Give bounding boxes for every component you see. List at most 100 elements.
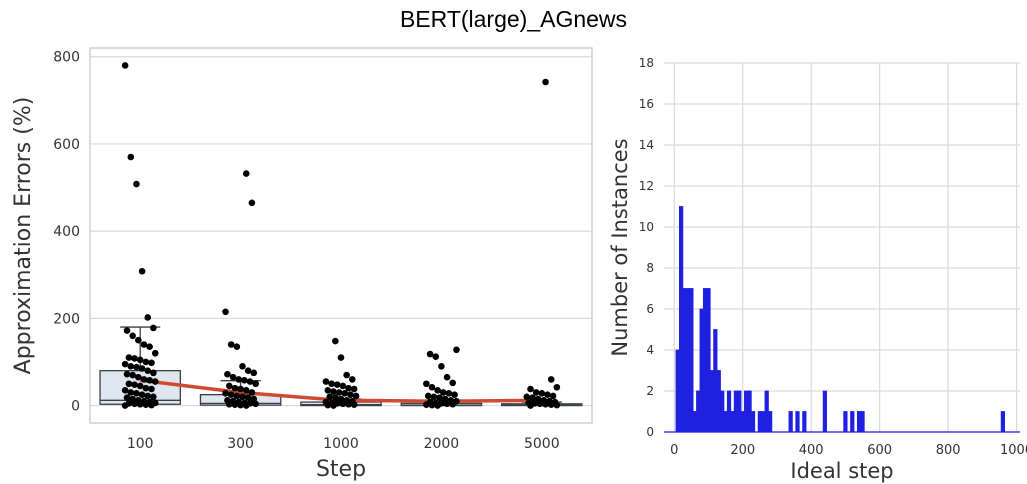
- data-point: [235, 376, 243, 383]
- x-axis-label: Step: [316, 457, 366, 482]
- histogram-bar: [679, 206, 684, 433]
- data-point: [547, 401, 555, 408]
- data-point: [237, 401, 244, 409]
- histogram-bar: [685, 288, 691, 433]
- histogram-bar: [747, 390, 752, 433]
- data-point: [527, 402, 534, 409]
- data-point: [127, 153, 135, 161]
- data-point: [150, 369, 157, 377]
- data-point: [553, 401, 561, 409]
- y-tick-label: 16: [639, 97, 654, 111]
- data-point: [222, 308, 229, 316]
- data-point: [436, 394, 443, 402]
- data-point: [549, 392, 557, 400]
- histogram-bar: [699, 308, 704, 433]
- x-tick-label: 800: [936, 443, 961, 458]
- y-tick-label: 0: [646, 425, 654, 439]
- data-point: [423, 380, 430, 388]
- x-tick-label: 1000: [1000, 443, 1027, 458]
- x-tick-label: 1000: [323, 436, 359, 452]
- data-point: [443, 400, 451, 408]
- data-point: [237, 385, 244, 393]
- histogram-bar: [726, 390, 732, 433]
- data-point: [544, 391, 551, 398]
- data-point: [333, 381, 341, 388]
- data-point: [451, 391, 458, 398]
- histogram-bar: [730, 411, 735, 433]
- data-point: [142, 384, 150, 392]
- data-point: [242, 170, 250, 177]
- data-point: [121, 360, 129, 368]
- data-point: [445, 390, 453, 397]
- histogram-bar: [689, 288, 694, 433]
- data-point: [121, 402, 129, 409]
- data-point: [324, 386, 332, 394]
- data-point: [324, 401, 332, 409]
- x-tick-label: 600: [867, 443, 892, 458]
- left-plot-frame: [89, 47, 593, 424]
- data-point: [443, 373, 451, 381]
- data-point: [125, 380, 133, 388]
- x-tick-label: 100: [127, 436, 154, 452]
- data-point: [536, 400, 544, 408]
- data-point: [138, 391, 146, 398]
- data-point: [527, 385, 534, 393]
- y-tick-label: 2: [646, 384, 654, 398]
- histogram-bar: [720, 390, 725, 433]
- y-tick-label: 400: [53, 224, 80, 240]
- data-point: [140, 341, 148, 348]
- data-point: [226, 400, 233, 408]
- y-tick-label: 4: [646, 343, 654, 357]
- data-point: [542, 78, 549, 86]
- x-tick-label: 400: [799, 443, 824, 458]
- data-point: [335, 389, 343, 396]
- data-point: [244, 367, 252, 374]
- data-point: [121, 386, 129, 394]
- histogram-bar: [709, 370, 715, 433]
- y-tick-label: 800: [53, 50, 80, 66]
- histogram-bar: [860, 411, 865, 433]
- data-point: [125, 354, 133, 361]
- data-point: [542, 400, 549, 408]
- data-point: [142, 358, 150, 366]
- data-point: [424, 392, 432, 400]
- data-point: [138, 267, 146, 275]
- data-point: [142, 401, 150, 408]
- histogram-bar: [737, 390, 742, 433]
- histogram-bar: [706, 288, 711, 433]
- data-point: [428, 401, 436, 409]
- histogram-bar: [744, 390, 749, 433]
- data-point: [332, 337, 339, 345]
- histogram-bar: [843, 411, 848, 433]
- data-point: [242, 386, 250, 394]
- data-point: [138, 365, 146, 372]
- data-point: [136, 356, 144, 364]
- data-point: [131, 400, 138, 408]
- data-point: [350, 385, 358, 393]
- y-tick-label: 6: [646, 302, 654, 316]
- data-point: [123, 370, 131, 378]
- data-point: [432, 353, 440, 361]
- y-tick-label: 12: [639, 179, 654, 193]
- data-point: [426, 350, 434, 358]
- data-point: [523, 393, 531, 401]
- data-point: [248, 389, 256, 396]
- histogram-bar: [1000, 411, 1005, 433]
- histogram-bar: [696, 390, 701, 433]
- figure-title: BERT(large)_AGnews: [399, 6, 628, 32]
- y-axis-label: Approximation Errors (%): [11, 97, 36, 375]
- data-point: [123, 394, 131, 402]
- data-point: [121, 62, 129, 69]
- x-tick-label: 200: [730, 443, 755, 458]
- data-point: [252, 400, 259, 408]
- data-point: [434, 402, 441, 409]
- data-point: [246, 378, 254, 385]
- histogram-bar: [761, 411, 766, 433]
- data-point: [231, 384, 239, 392]
- data-point: [547, 376, 555, 383]
- histogram-bar: [702, 288, 708, 433]
- x-tick-label: 0: [670, 443, 678, 458]
- x-tick-label: 2000: [424, 436, 460, 452]
- histogram-bar: [692, 411, 697, 433]
- data-point: [131, 381, 138, 388]
